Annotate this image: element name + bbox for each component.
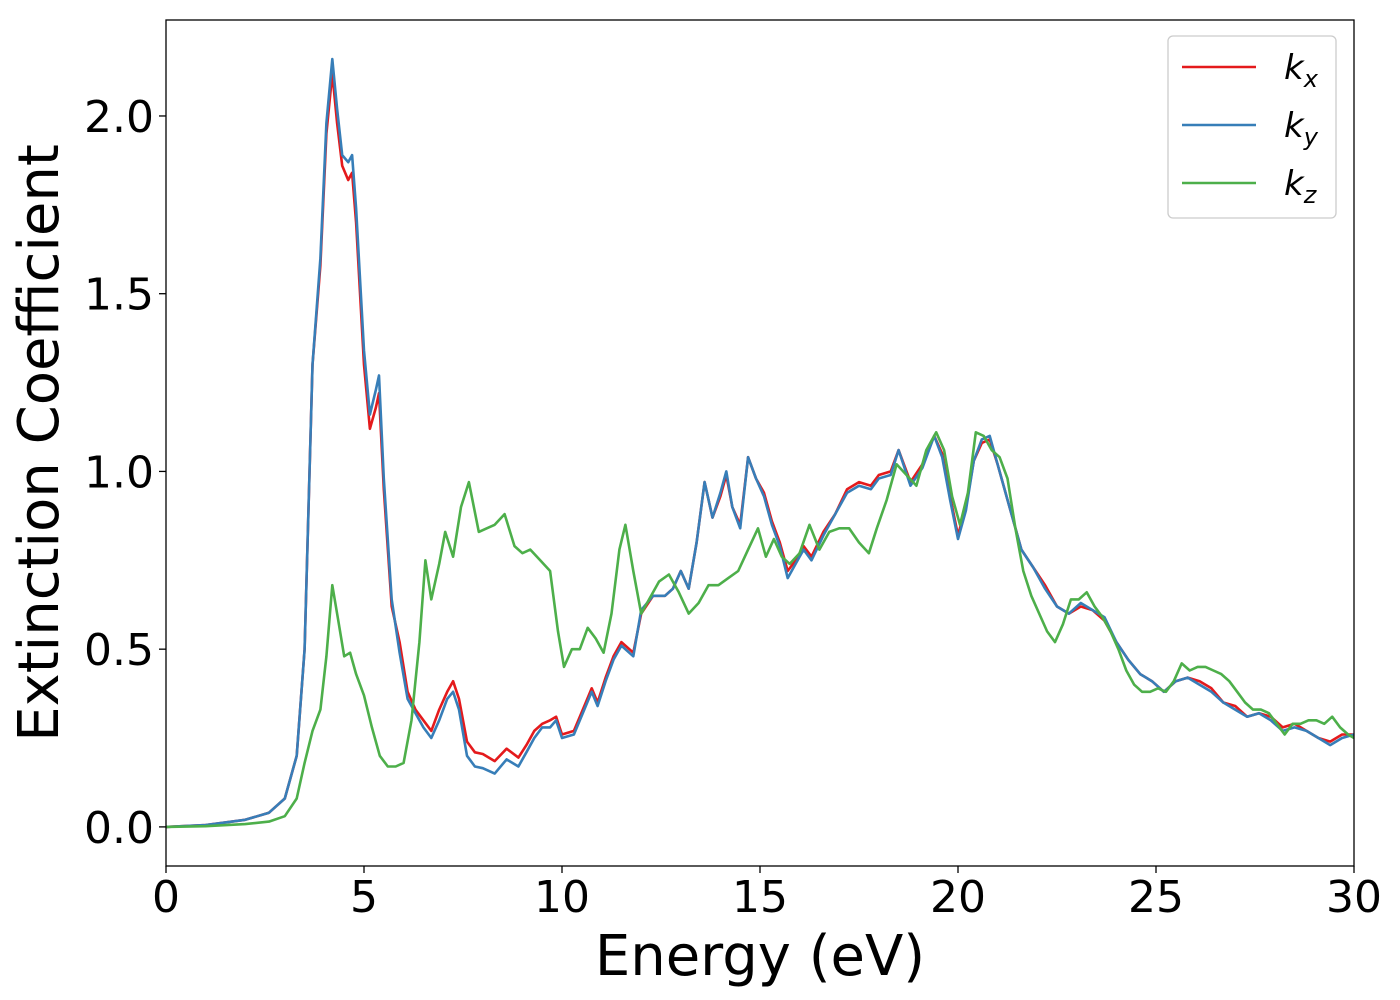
y-tick-label: 1.5 xyxy=(84,270,154,321)
y-tick-label: 2.0 xyxy=(84,92,154,143)
x-tick-label: 15 xyxy=(732,872,788,923)
y-tick-label: 0.0 xyxy=(84,803,154,854)
legend-label-ky: ky xyxy=(1284,106,1319,151)
legend-label-kx: kx xyxy=(1284,48,1319,93)
legend: kx ky kz xyxy=(1167,35,1337,219)
legend-label-kz: kz xyxy=(1284,164,1318,209)
y-axis-title: Extinction Coefficient xyxy=(7,144,72,742)
x-tick-label: 30 xyxy=(1326,872,1382,923)
y-tick-label: 1.0 xyxy=(84,447,154,498)
y-axis-ticks: 0.0 0.5 1.0 1.5 2.0 xyxy=(84,92,166,854)
x-tick-label: 0 xyxy=(152,872,180,923)
plot-area xyxy=(166,20,1354,866)
x-axis-ticks: 0 5 10 15 20 25 30 xyxy=(152,866,1382,923)
x-tick-label: 25 xyxy=(1128,872,1184,923)
y-tick-label: 0.5 xyxy=(84,625,154,676)
x-axis-title: Energy (eV) xyxy=(595,924,925,989)
series-layer xyxy=(166,57,1354,829)
x-tick-label: 10 xyxy=(534,872,590,923)
x-tick-label: 20 xyxy=(930,872,986,923)
series-line-kz xyxy=(166,431,1354,829)
legend-box xyxy=(1167,35,1337,219)
x-tick-label: 5 xyxy=(350,872,378,923)
